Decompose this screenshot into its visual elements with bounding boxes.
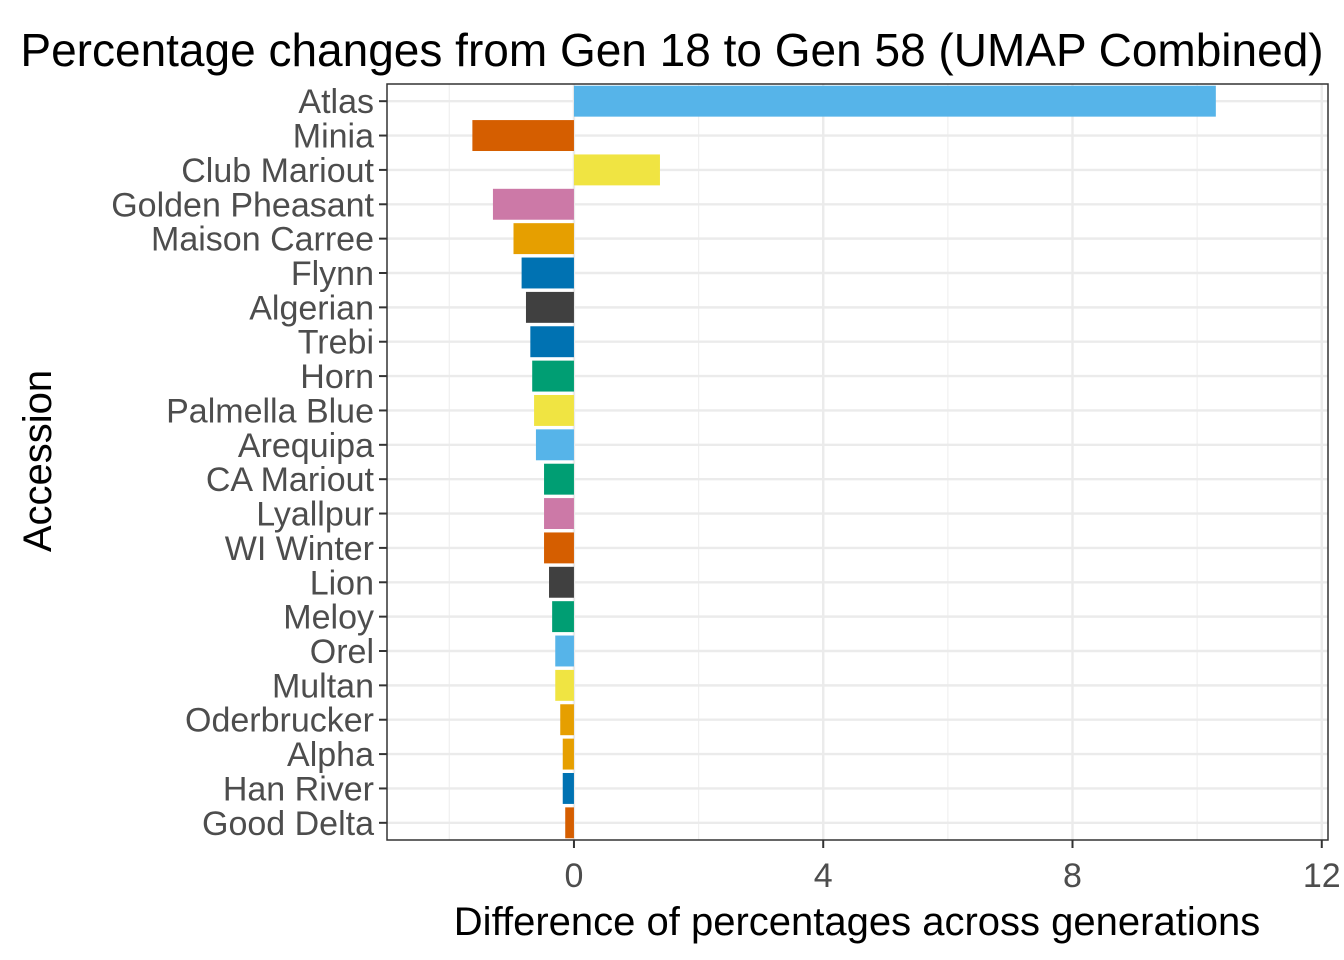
y-tick-label: Lyallpur — [256, 496, 374, 534]
x-tick-label: 12 — [1303, 857, 1341, 895]
bar-algerian — [525, 291, 574, 323]
y-tick-label: WI Winter — [225, 530, 374, 568]
y-tick-label: Alpha — [287, 736, 374, 774]
y-tick-label: Palmella Blue — [166, 392, 374, 430]
bar-oderbrucker — [560, 704, 574, 736]
y-tick-label: Horn — [300, 358, 374, 396]
bar-lyallpur — [544, 498, 574, 530]
bar-minia — [472, 120, 574, 152]
bar-good-delta — [565, 807, 574, 839]
y-tick-label: Algerian — [249, 289, 374, 327]
bar-horn — [532, 360, 574, 392]
bar-flynn — [521, 257, 574, 289]
bar-club-mariout — [573, 154, 660, 186]
y-tick-label: Golden Pheasant — [111, 186, 374, 224]
y-tick-label: Flynn — [291, 255, 374, 293]
bar-trebi — [530, 326, 574, 358]
y-tick-label: Good Delta — [202, 805, 374, 843]
bar-arequipa — [535, 429, 574, 461]
bar-lion — [549, 566, 574, 598]
bar-han-river — [562, 772, 574, 804]
bar-golden-pheasant — [492, 188, 574, 220]
bar-maison-carree — [513, 223, 574, 255]
y-axis-title: Accession — [16, 370, 60, 552]
y-tick-label: Lion — [310, 564, 374, 602]
bar-atlas — [573, 85, 1216, 117]
y-tick-label: Club Mariout — [181, 152, 374, 190]
x-axis-title: Difference of percentages across generat… — [454, 900, 1260, 944]
bar-wi-winter — [544, 532, 574, 564]
bar-alpha — [562, 738, 574, 770]
x-tick-label: 0 — [564, 857, 583, 895]
y-tick-label: Multan — [272, 667, 374, 705]
y-tick-label: Atlas — [298, 83, 374, 121]
y-tick-label: Arequipa — [238, 427, 374, 465]
bar-multan — [555, 669, 574, 701]
y-tick-label: Minia — [293, 118, 374, 156]
bar-ca-mariout — [544, 463, 574, 495]
y-tick-label: Trebi — [298, 324, 374, 362]
y-tick-label: Maison Carree — [151, 221, 374, 259]
y-tick-label: CA Mariout — [206, 461, 375, 499]
bar-orel — [555, 635, 574, 667]
y-tick-label: Meloy — [283, 599, 374, 637]
plot-panel — [386, 83, 1329, 841]
bar-meloy — [552, 601, 574, 633]
panel-border — [386, 83, 1329, 841]
x-tick-label: 8 — [1063, 857, 1082, 895]
y-tick-label: Oderbrucker — [185, 702, 374, 740]
chart-title: Percentage changes from Gen 18 to Gen 58… — [20, 24, 1323, 76]
x-tick-label: 4 — [814, 857, 833, 895]
y-tick-label: Han River — [223, 770, 374, 808]
bar-palmella-blue — [534, 394, 574, 426]
y-tick-label: Orel — [310, 633, 374, 671]
